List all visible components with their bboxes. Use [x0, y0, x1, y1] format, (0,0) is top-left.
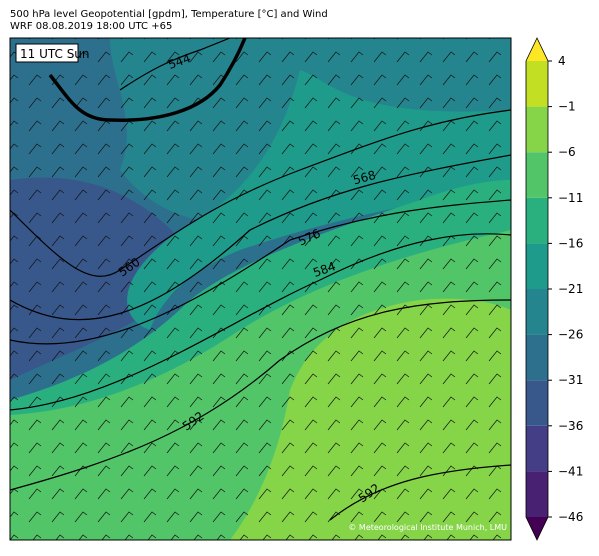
map-frame	[9, 37, 512, 541]
contour	[48, 38, 247, 122]
time-label-box	[15, 43, 79, 63]
colorbar-band	[526, 106, 548, 153]
colorbar-band	[526, 243, 548, 289]
contour	[119, 38, 231, 91]
colorbar-band	[526, 197, 548, 244]
colorbar-tick-label: −46	[558, 510, 583, 524]
colorbar-tick-label: −21	[558, 282, 583, 296]
contour	[10, 299, 511, 491]
contour	[10, 199, 511, 345]
colorbar-tick-label: −16	[558, 236, 583, 250]
colorbar-extend-under	[526, 517, 548, 540]
colorbar-band	[526, 289, 548, 335]
colorbar-band	[526, 61, 548, 107]
colorbar: −46 −41 −36 −31 −26 −21 −16 −11 −6 −1 4	[525, 37, 583, 541]
contour	[10, 154, 511, 321]
title: 500 hPa level Geopotential [gpdm], Tempe…	[10, 9, 328, 20]
colorbar-tick-label: −6	[558, 145, 576, 159]
contour	[10, 233, 511, 411]
wind-barbs	[10, 38, 511, 540]
map: 544 560 568 576 584 592 592 © Meteorolog…	[10, 38, 511, 540]
colorbar-band	[526, 471, 548, 517]
colorbar-tick-label: −31	[558, 373, 583, 387]
contour-label: 568	[352, 168, 378, 187]
colorbar-band	[526, 425, 548, 472]
colorbar-band	[526, 152, 548, 198]
copyright: © Meteorological Institute Munich, LMU	[348, 523, 507, 532]
colorbar-tick-label: −11	[558, 191, 583, 205]
time-label: 11 UTC Sun	[20, 47, 90, 61]
colorbar-tick-label: −41	[558, 464, 583, 478]
colorbar-tick-label: 4	[558, 54, 566, 68]
colorbar-band	[526, 380, 548, 426]
contour	[329, 464, 511, 521]
colorbar-tick-label: −1	[558, 100, 576, 114]
contour	[10, 109, 511, 277]
colorbar-band	[526, 334, 548, 381]
contours	[10, 38, 511, 521]
colorbar-tick-label: −26	[558, 328, 583, 342]
subtitle: WRF 08.08.2019 18:00 UTC +65	[10, 21, 172, 32]
colorbar-tick-label: −36	[558, 419, 583, 433]
colorbar-extend-over	[526, 38, 548, 61]
